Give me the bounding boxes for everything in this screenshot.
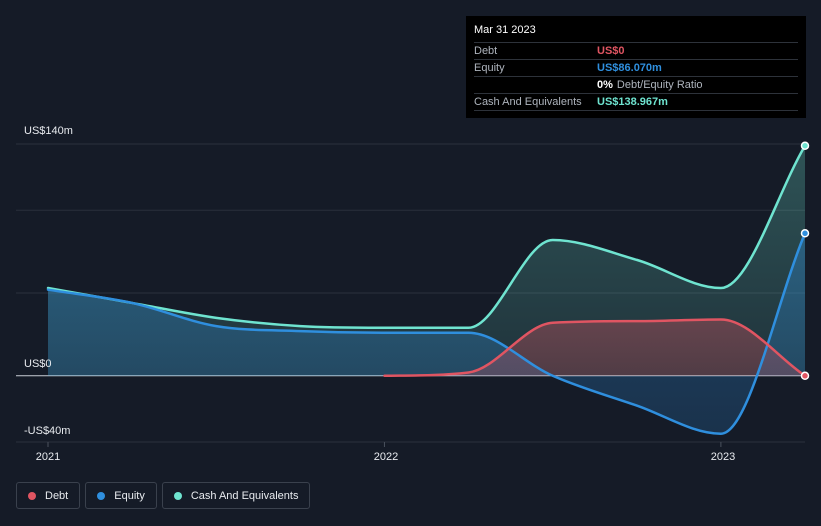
tooltip-cash-value: US$138.967m <box>597 96 668 108</box>
data-tooltip: Mar 31 2023 Debt US$0 Equity US$86.070m … <box>466 16 806 118</box>
legend-label-equity: Equity <box>114 489 145 502</box>
x-tick-label-2022: 2022 <box>373 451 399 463</box>
tooltip-row-cash: Cash And Equivalents US$138.967m <box>474 93 798 111</box>
legend-item-debt[interactable]: Debt <box>16 482 81 509</box>
tooltip-ratio-value: 0% <box>597 79 613 91</box>
x-tick-label-2023: 2023 <box>710 451 736 463</box>
legend-item-cash[interactable]: Cash And Equivalents <box>161 482 311 509</box>
cash-end-marker <box>800 141 810 150</box>
equity-line <box>46 232 807 435</box>
tooltip-date: Mar 31 2023 <box>474 24 536 36</box>
tooltip-row-debt: Debt US$0 <box>474 42 798 59</box>
y-tick-label-top: US$140m <box>24 125 73 137</box>
tooltip-equity-label: Equity <box>474 62 505 74</box>
legend-label-debt: Debt <box>45 489 69 502</box>
cash-line <box>46 144 807 330</box>
y-tick-label-zero: US$0 <box>24 358 52 370</box>
debt-dot-icon <box>28 491 36 500</box>
debt-area <box>384 319 805 376</box>
tooltip-cash-label: Cash And Equivalents <box>474 96 582 108</box>
tooltip-row-ratio: 0% Debt/Equity Ratio <box>474 76 798 93</box>
cash-area <box>48 145 805 376</box>
legend-label-cash: Cash And Equivalents <box>190 489 299 502</box>
tooltip-debt-label: Debt <box>474 45 498 57</box>
legend-item-equity[interactable]: Equity <box>85 482 157 509</box>
tooltip-row-equity: Equity US$86.070m <box>474 59 798 76</box>
equity-end-marker <box>800 229 810 238</box>
cash-dot-icon <box>173 491 182 500</box>
tooltip-equity-value: US$86.070m <box>597 62 662 74</box>
x-tick-label-2021: 2021 <box>35 451 61 463</box>
debt-line <box>383 318 807 378</box>
equity-dot-icon <box>97 491 106 500</box>
chart-legend: Debt Equity Cash And Equivalents <box>16 482 315 509</box>
tooltip-debt-value: US$0 <box>597 45 625 57</box>
debt-end-marker <box>800 371 810 381</box>
y-tick-label-bottom: -US$40m <box>24 425 71 437</box>
tooltip-ratio-label: Debt/Equity Ratio <box>616 79 703 91</box>
